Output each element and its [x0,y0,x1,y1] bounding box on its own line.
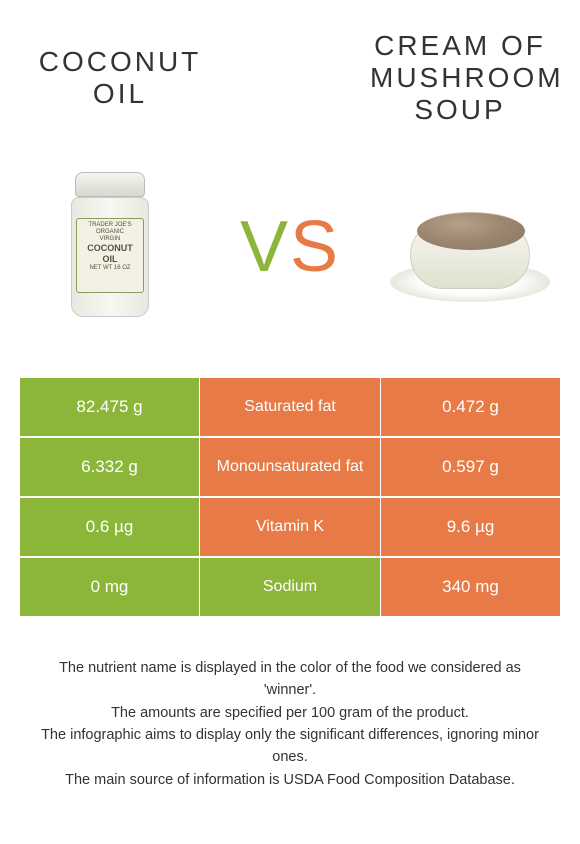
right-value: 0.597 g [380,438,560,496]
table-row: 0.6 µg Vitamin K 9.6 µg [20,497,560,557]
right-value: 340 mg [380,558,560,616]
footer-line: The amounts are specified per 100 gram o… [35,702,545,724]
footer-line: The nutrient name is displayed in the co… [35,657,545,702]
left-product-image: TRADER JOE'S ORGANIC VIRGIN COCONUT OIL … [30,157,190,337]
left-value: 0.6 µg [20,498,200,556]
table-row: 6.332 g Monounsaturated fat 0.597 g [20,437,560,497]
nutrient-label: Sodium [200,558,380,616]
left-product-title: COCONUT OIL [30,46,210,110]
table-row: 82.475 g Saturated fat 0.472 g [20,377,560,437]
vs-v: V [240,207,290,287]
right-product-title: CREAM OF MUSHROOM SOUP [370,30,550,127]
nutrient-label: Saturated fat [200,378,380,436]
right-value: 0.472 g [380,378,560,436]
jar-line2: VIRGIN [80,236,140,243]
table-row: 0 mg Sodium 340 mg [20,557,560,617]
left-value: 0 mg [20,558,200,616]
nutrient-label: Monounsaturated fat [200,438,380,496]
right-product-image [390,157,550,337]
comparison-table: 82.475 g Saturated fat 0.472 g 6.332 g M… [20,377,560,617]
jar-weight: NET WT 16 OZ [80,265,140,272]
footer-notes: The nutrient name is displayed in the co… [10,657,570,792]
right-value: 9.6 µg [380,498,560,556]
footer-line: The main source of information is USDA F… [35,769,545,791]
nutrient-label: Vitamin K [200,498,380,556]
jar-line1: ORGANIC [80,229,140,236]
vs-s: S [290,207,340,287]
left-value: 6.332 g [20,438,200,496]
vs-label: VS [240,206,340,288]
jar-product: COCONUT OIL [80,243,140,265]
footer-line: The infographic aims to display only the… [35,724,545,769]
jar-brand: TRADER JOE'S [80,222,140,229]
left-value: 82.475 g [20,378,200,436]
